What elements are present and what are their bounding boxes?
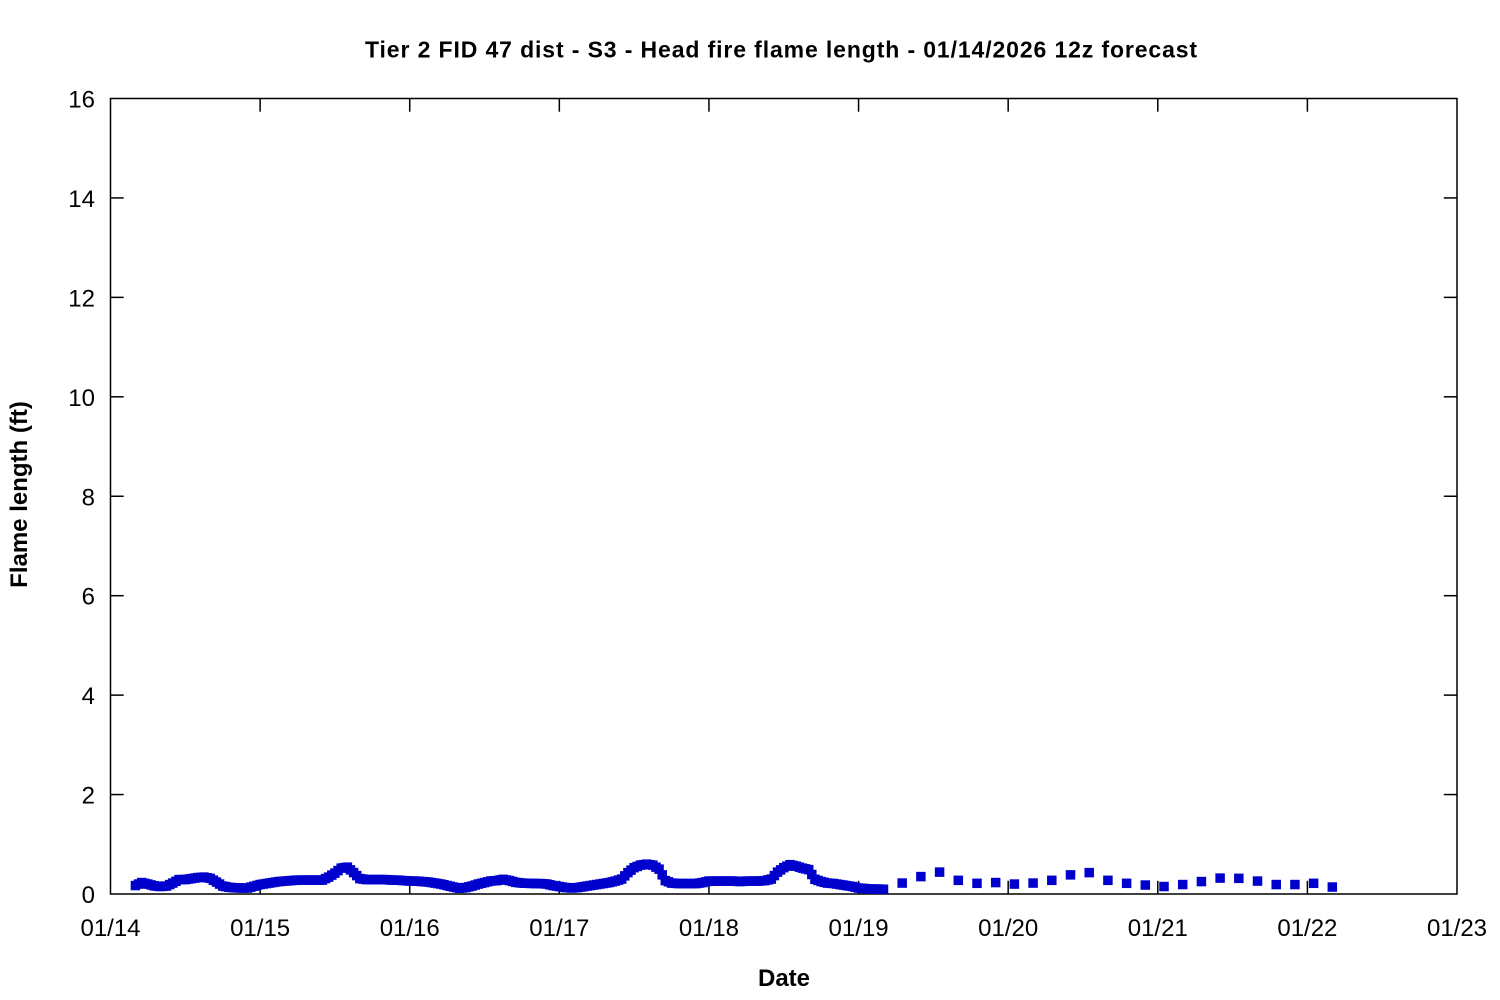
svg-text:01/22: 01/22 (1277, 915, 1337, 942)
svg-text:01/15: 01/15 (230, 915, 290, 942)
svg-text:6: 6 (82, 584, 95, 611)
svg-text:Date: Date (758, 965, 810, 992)
svg-text:Flame length (ft): Flame length (ft) (6, 401, 33, 588)
svg-text:01/19: 01/19 (829, 915, 889, 942)
svg-text:01/16: 01/16 (380, 915, 440, 942)
svg-text:01/23: 01/23 (1427, 915, 1487, 942)
svg-text:Tier 2 FID 47 dist - S3 - Head: Tier 2 FID 47 dist - S3 - Head fire flam… (365, 37, 1198, 63)
svg-text:4: 4 (82, 683, 95, 710)
svg-text:8: 8 (82, 484, 95, 511)
svg-text:01/20: 01/20 (978, 915, 1038, 942)
svg-text:01/17: 01/17 (529, 915, 589, 942)
svg-text:16: 16 (68, 87, 95, 114)
svg-text:01/14: 01/14 (80, 915, 140, 942)
svg-text:0: 0 (82, 882, 95, 909)
svg-text:10: 10 (68, 385, 95, 412)
svg-text:14: 14 (68, 186, 95, 213)
svg-text:2: 2 (82, 783, 95, 810)
svg-text:01/21: 01/21 (1128, 915, 1188, 942)
svg-text:12: 12 (68, 285, 95, 312)
svg-text:01/18: 01/18 (679, 915, 739, 942)
